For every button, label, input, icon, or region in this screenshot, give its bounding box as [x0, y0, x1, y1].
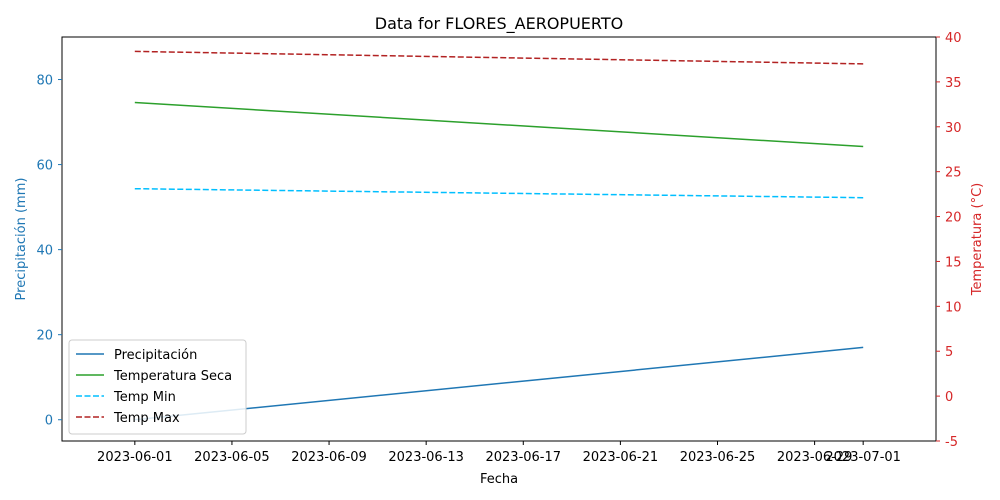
y-right-tick-label: 0 [945, 390, 953, 405]
legend: Precipitación Temperatura Seca Temp Min Tem… [68, 339, 247, 435]
y-left-tick-label: 20 [36, 329, 53, 344]
legend-label: Temp Max [113, 411, 180, 426]
x-tick-label: 2023-06-29 [777, 450, 853, 465]
y-right-tick-label: 5 [945, 345, 953, 360]
y-left-tick-label: 40 [36, 244, 53, 259]
y-right-tick-label: 40 [945, 31, 962, 46]
y-right-tick-label: 15 [945, 255, 962, 270]
legend-box [68, 339, 247, 435]
legend-label: Temp Min [113, 390, 176, 405]
legend-label: Precipitación [114, 348, 197, 363]
x-axis: 2023-06-01 2023-06-05 2023-06-09 2023-06-13… [97, 441, 901, 465]
y-left-tick-label: 60 [36, 159, 53, 174]
y-axis-right-label: Temperatura (°C) [970, 183, 985, 296]
y-right-tick-label: 30 [945, 121, 962, 136]
plot-frame [61, 36, 937, 442]
x-tick-label: 2023-06-25 [680, 450, 756, 465]
x-tick-label: 2023-06-01 [97, 450, 173, 465]
x-tick-label: 2023-06-05 [194, 450, 270, 465]
y-left-tick-label: 80 [36, 74, 53, 89]
series-line-precipitaci-n [134, 346, 864, 421]
y-right-tick-label: 20 [945, 211, 962, 226]
y-right-tick-label: 25 [945, 166, 962, 181]
y-right-tick-label: 10 [945, 300, 962, 315]
y-axis-left-label: Precipitación (mm) [14, 178, 29, 301]
x-tick-label: 2023-06-21 [583, 450, 659, 465]
series-line-temp-max [134, 50, 864, 65]
y-right-tick-label: 35 [945, 76, 962, 91]
x-tick-label: 2023-07-01 [825, 450, 901, 465]
x-axis-label: Fecha [480, 472, 518, 487]
y-axis-left: 0 20 40 60 80 [36, 74, 62, 429]
y-right-tick-label: -5 [945, 435, 958, 450]
chart-title: Data for FLORES_AEROPUERTO [375, 14, 623, 34]
legend-label: Temperatura Seca [113, 369, 232, 384]
x-tick-label: 2023-06-17 [485, 450, 561, 465]
series-line-temp-min [134, 187, 864, 199]
x-tick-label: 2023-06-09 [291, 450, 367, 465]
series-line-temperatura-seca [134, 101, 864, 148]
x-tick-label: 2023-06-13 [388, 450, 464, 465]
series-layer [134, 50, 864, 421]
y-axis-right: -5 0 5 10 15 20 25 30 35 40 [936, 31, 962, 450]
y-left-tick-label: 0 [45, 414, 53, 429]
